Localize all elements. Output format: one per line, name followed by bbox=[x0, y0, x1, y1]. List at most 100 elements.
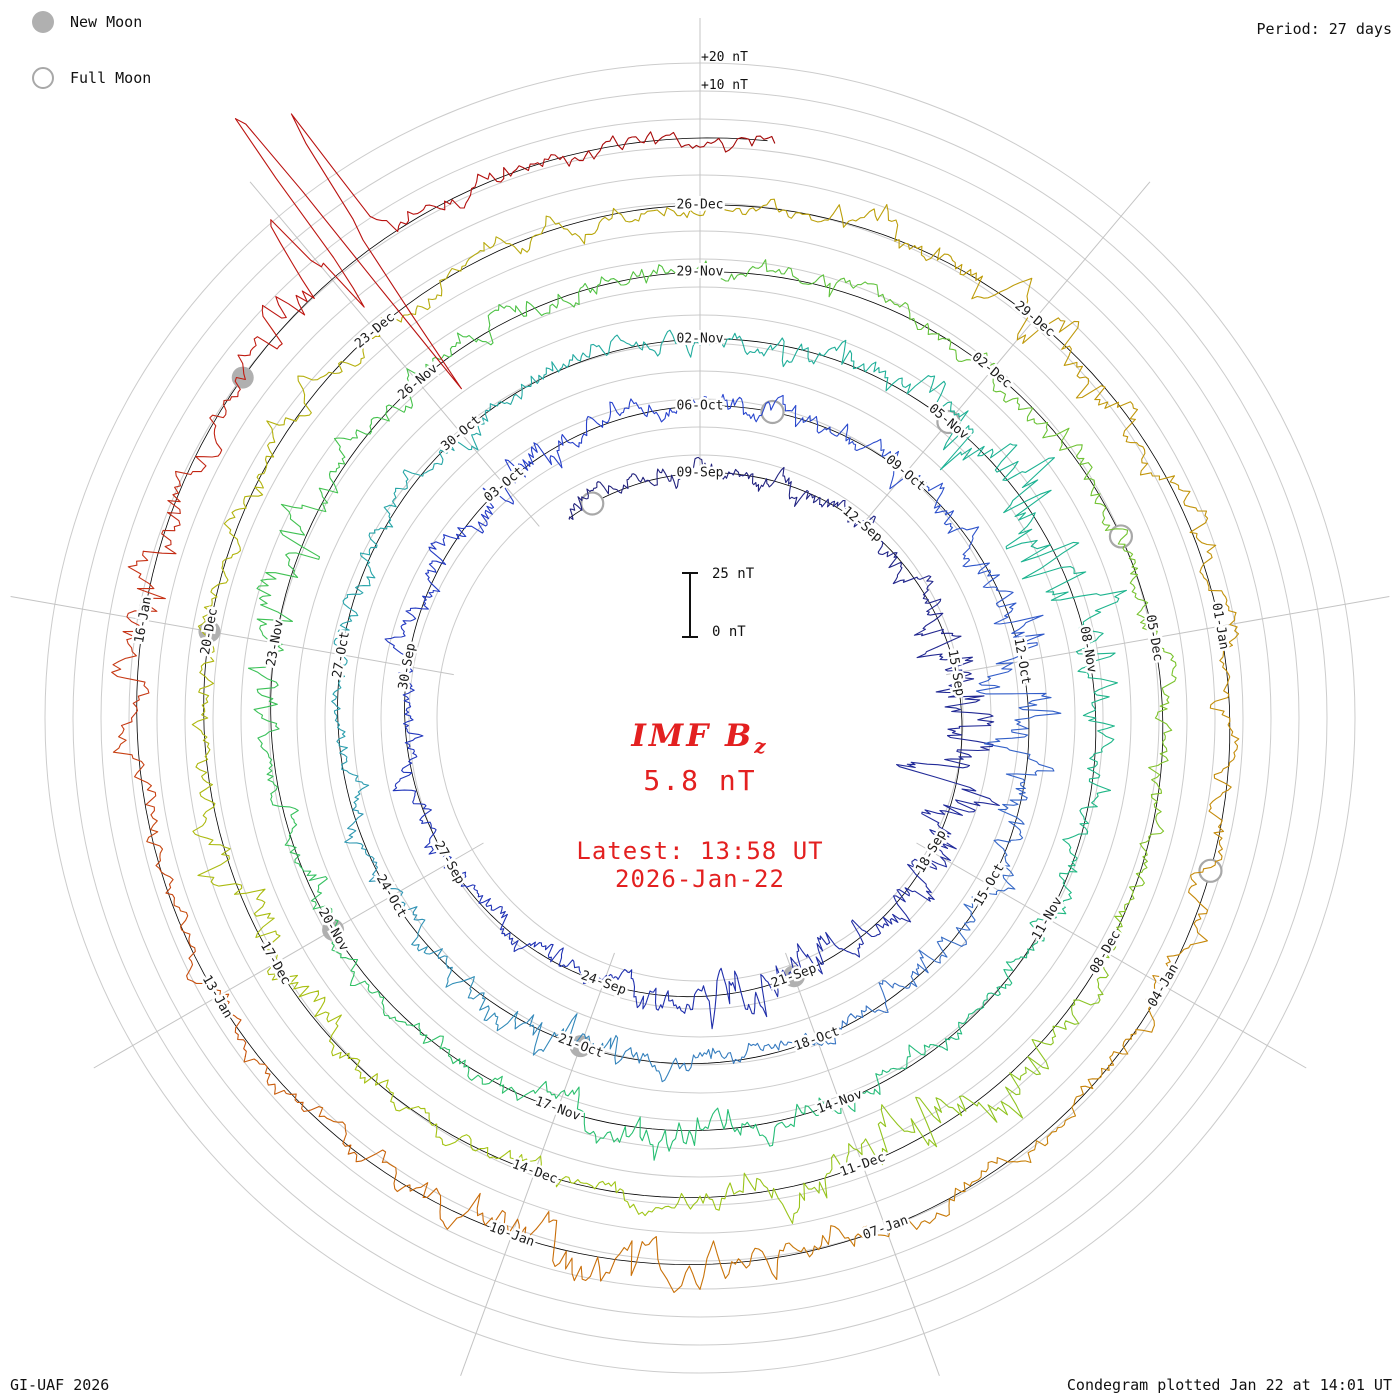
bz-trace-segment bbox=[955, 896, 987, 947]
bz-trace-segment bbox=[916, 646, 975, 684]
bz-trace-segment bbox=[1165, 885, 1209, 965]
bz-trace-segment bbox=[473, 884, 508, 919]
bz-trace-segment bbox=[173, 897, 197, 984]
grid-spokes bbox=[10, 18, 1390, 1376]
bz-trace-segment bbox=[635, 1116, 701, 1161]
bz-trace-segment bbox=[243, 1055, 320, 1113]
date-label: 07-Jan bbox=[861, 1213, 910, 1243]
date-label: 24-Sep bbox=[579, 968, 628, 998]
bz-trace-segment bbox=[719, 198, 800, 219]
bz-trace-segment bbox=[493, 374, 545, 407]
bz-trace-segment bbox=[568, 487, 597, 520]
bz-trace-segment bbox=[765, 1097, 824, 1147]
bz-trace-segment bbox=[798, 204, 888, 228]
bz-trace-segment bbox=[672, 1047, 727, 1072]
bz-trace-segment bbox=[778, 1032, 834, 1051]
bz-trace-segment bbox=[1062, 789, 1111, 845]
bz-trace-segment bbox=[616, 968, 657, 1010]
grid-spoke bbox=[785, 952, 940, 1376]
parameter-title: IMF Bz bbox=[450, 718, 950, 758]
bz-trace-segment bbox=[782, 1225, 864, 1258]
bz-trace-segment bbox=[535, 1211, 616, 1282]
bz-trace-segment bbox=[1059, 843, 1078, 910]
date-label: 11-Nov bbox=[1029, 894, 1066, 942]
bz-trace-segment bbox=[195, 982, 247, 1058]
latest-value: 5.8 nT bbox=[643, 764, 757, 798]
bz-trace-segment bbox=[896, 761, 1000, 813]
bz-trace-segment bbox=[574, 966, 618, 984]
bz-trace-segment bbox=[234, 118, 365, 319]
credit-label: GI-UAF 2026 bbox=[10, 1376, 110, 1394]
new-moon-marker bbox=[569, 1035, 592, 1058]
date-label: 11-Dec bbox=[838, 1150, 887, 1180]
bz-trace-segment bbox=[1009, 1025, 1057, 1096]
bz-trace-segment bbox=[935, 682, 995, 725]
bz-trace-segment bbox=[948, 1157, 1018, 1216]
bz-trace-segment bbox=[392, 770, 432, 811]
bz-trace-segment bbox=[563, 207, 642, 245]
bz-trace-segment bbox=[657, 329, 716, 358]
bz-trace-segment bbox=[401, 1021, 454, 1065]
bz-trace-segment bbox=[687, 393, 738, 410]
bz-trace-segment bbox=[913, 604, 962, 648]
radial-scale-label-plus20nt: +20 nT bbox=[701, 50, 748, 65]
bz-trace-segment bbox=[617, 1047, 674, 1083]
bz-trace-segment bbox=[231, 304, 283, 398]
bz-trace-segment bbox=[1052, 974, 1109, 1030]
bz-trace-segment bbox=[357, 529, 378, 587]
bz-trace-segment bbox=[784, 404, 831, 434]
date-label: 10-Jan bbox=[487, 1220, 536, 1250]
bz-trace-segment bbox=[878, 1043, 935, 1076]
bz-trace-segment bbox=[331, 696, 348, 754]
bz-trace-segment bbox=[264, 398, 312, 469]
bz-trace-segment bbox=[384, 628, 413, 679]
bz-trace-segment bbox=[613, 264, 684, 286]
bz-trace-segment bbox=[822, 274, 891, 303]
bz-trace-segment bbox=[771, 337, 836, 368]
bz-trace-segment bbox=[1099, 902, 1130, 976]
bz-trace-segment bbox=[111, 639, 150, 730]
bz-trace-segment bbox=[725, 1042, 780, 1065]
bz-trace-segment bbox=[1016, 295, 1080, 366]
bz-trace-segment bbox=[521, 1154, 590, 1188]
bz-trace-segment bbox=[576, 1094, 637, 1144]
bz-trace-segment bbox=[889, 299, 950, 341]
full-moon-icon bbox=[32, 67, 54, 89]
bz-trace-segment bbox=[912, 936, 963, 976]
bz-trace-segment bbox=[1074, 1038, 1132, 1101]
date-label: 14-Nov bbox=[815, 1087, 864, 1117]
date-label: 17-Dec bbox=[257, 939, 293, 987]
grid-spoke bbox=[916, 842, 1307, 1069]
bz-trace-segment bbox=[1090, 491, 1131, 553]
bz-trace-segment bbox=[514, 1013, 578, 1056]
bz-trace-segment bbox=[752, 259, 824, 285]
scale-bar-stem bbox=[689, 574, 691, 636]
bz-trace-segment bbox=[247, 659, 279, 727]
date-label: 15-Oct bbox=[971, 861, 1007, 909]
bz-trace-segment bbox=[318, 1106, 387, 1163]
bz-trace-segment bbox=[270, 793, 301, 856]
parameter-title-subscript: z bbox=[754, 734, 769, 759]
bz-trace-segment bbox=[1190, 807, 1225, 887]
bz-trace-segment bbox=[640, 202, 721, 219]
bz-trace-segment bbox=[400, 677, 415, 725]
scale-bar-bottom-label: 0 nT bbox=[712, 624, 746, 640]
bz-trace-segment bbox=[289, 974, 342, 1042]
bz-trace-segment bbox=[747, 466, 787, 492]
bz-trace-segment bbox=[258, 526, 321, 587]
bz-trace-segment bbox=[234, 113, 462, 390]
bz-trace-segment bbox=[1130, 963, 1171, 1040]
new-moon-marker bbox=[231, 366, 254, 389]
bz-trace-segment bbox=[329, 1040, 390, 1090]
period-label: Period: 27 days bbox=[1256, 20, 1392, 38]
bz-trace-segment bbox=[677, 135, 769, 153]
bz-trace-segment bbox=[1148, 762, 1165, 835]
bz-trace-segment bbox=[993, 799, 1025, 850]
new-moon-marker bbox=[198, 620, 221, 643]
bz-trace-segment bbox=[543, 343, 598, 376]
bz-trace-segment bbox=[977, 443, 1055, 506]
bz-trace-segment bbox=[344, 806, 375, 860]
bz-trace-segment bbox=[1128, 833, 1153, 904]
bz-trace-segment bbox=[699, 967, 747, 1030]
